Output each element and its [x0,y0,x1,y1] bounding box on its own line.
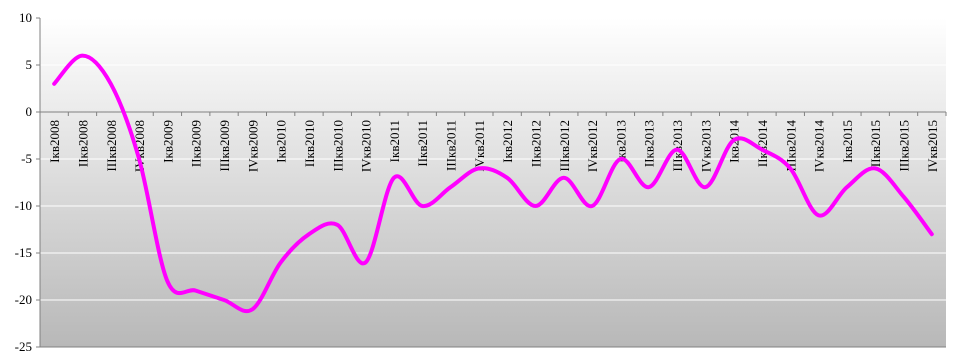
x-tick-label: IIIкв2010 [330,120,345,171]
data-point [647,185,651,189]
data-point [279,260,283,264]
x-tick-label: IIIкв2011 [444,120,459,171]
x-tick-labels: Iкв2008 IIкв2008 IIIкв2008 IVкв2008 Iкв2009 I… [47,120,940,173]
axes [36,17,947,348]
y-tick-label: 5 [26,57,33,72]
data-point [335,223,339,227]
x-tick-label: Iкв2013 [613,120,628,163]
x-tick-label: Iкв2015 [840,120,855,163]
x-tick-label: IIкв2013 [642,120,657,167]
y-tick-label: -25 [15,339,32,353]
x-tick-label: IIIкв2009 [217,120,232,171]
x-tick-label: IIкв2010 [302,120,317,167]
data-point [222,298,226,302]
y-tick-label: -15 [15,245,32,260]
x-tick-label: IVкв2009 [245,120,260,172]
plot-area [40,18,946,347]
data-point [618,157,622,161]
y-tick-label: -5 [21,151,32,166]
x-tick-label: Iкв2011 [387,120,402,162]
y-tick-labels: 10 5 0 -5 -10 -15 -20 -25 [15,10,32,353]
x-tick-label: IIкв2009 [189,120,204,167]
y-tick-label: -10 [15,198,32,213]
x-tick-label: Iкв2010 [274,120,289,163]
data-point [562,176,566,180]
x-tick-label: IIкв2008 [75,120,90,167]
x-tick-label: IIкв2011 [415,120,430,167]
y-tick-label: 0 [26,104,33,119]
x-tick-label: IIIкв2008 [104,120,119,171]
data-point [533,204,537,208]
data-point [590,204,594,208]
x-tick-label: IVкв2014 [812,120,827,173]
y-tick-label: 10 [19,10,32,25]
x-tick-label: IVкв2008 [132,120,147,172]
data-point [250,307,254,311]
data-point [477,166,481,170]
gridlines [40,17,946,301]
data-point [80,54,84,58]
data-point [137,157,141,161]
data-point [760,148,764,152]
data-point [902,195,906,199]
data-point [194,289,198,293]
x-tick-label: IVкв2010 [359,120,374,172]
y-tick-label: -20 [15,292,32,307]
x-tick-label: Iкв2012 [500,120,515,163]
series-line [52,53,934,314]
x-tick-label: IVкв2013 [698,120,713,172]
x-tick-label: Iкв2008 [47,120,62,163]
x-tick-label: IIкв2012 [528,120,543,167]
data-point [845,185,849,189]
x-tick-label: IIIкв2012 [557,120,572,171]
data-point [449,185,453,189]
x-tick-label: IIIкв2014 [783,120,798,172]
data-point [364,260,368,264]
x-tick-label: IIIкв2013 [670,120,685,171]
data-point [505,176,509,180]
data-point [420,204,424,208]
data-point [732,138,736,142]
data-point [392,176,396,180]
x-tick-label: IVкв2012 [585,120,600,172]
data-point [52,82,56,86]
x-tick-label: IIкв2014 [755,120,770,168]
x-tick-label: IIкв2015 [868,120,883,167]
x-tick-label: Iкв2009 [160,120,175,163]
x-tick-label: IVкв2015 [925,120,940,172]
data-point [873,166,877,170]
data-point [109,82,113,86]
data-point [703,185,707,189]
data-point [165,279,169,283]
series [52,53,934,314]
data-point [675,148,679,152]
x-tick-label: IVкв2011 [472,120,487,172]
data-point [307,232,311,236]
data-point [817,213,821,217]
data-point [930,232,934,236]
x-tick-label: IIIкв2015 [897,120,912,171]
data-point [788,166,792,170]
